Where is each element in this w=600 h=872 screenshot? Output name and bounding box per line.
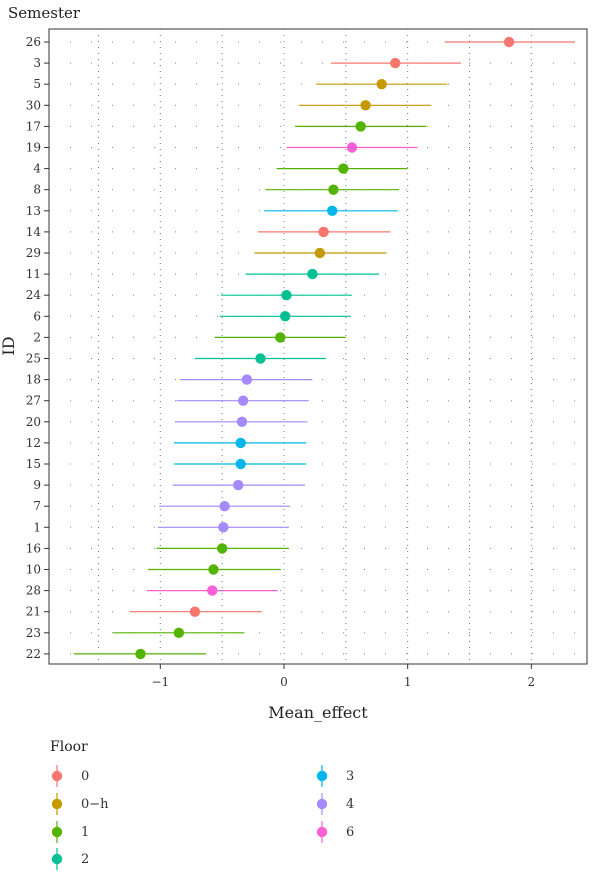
y-tick-label: 23: [26, 626, 41, 640]
legend-label: 6: [346, 825, 354, 840]
mean-point-14: [318, 226, 329, 238]
y-tick-label: 21: [26, 605, 41, 619]
y-tick-label: 18: [26, 373, 41, 387]
y-tick-label: 20: [26, 415, 41, 429]
mean-point-9: [233, 479, 244, 491]
mean-point-24: [281, 290, 292, 301]
y-tick-label: 29: [26, 246, 41, 260]
y-tick-label: 28: [26, 584, 41, 598]
y-tick-label: 5: [33, 77, 41, 91]
mean-point-10: [208, 564, 219, 575]
y-tick-label: 30: [26, 98, 41, 112]
legend-key-point: [51, 826, 63, 838]
mean-points: [135, 36, 515, 660]
mean-point-12: [235, 437, 246, 449]
y-tick-label: 22: [26, 647, 41, 661]
legend-key-point: [51, 798, 63, 810]
mean-point-5: [376, 79, 387, 90]
legend-key-point: [316, 770, 328, 782]
y-tick-label: 17: [26, 119, 41, 133]
mean-point-30: [360, 100, 371, 111]
legend-key-point: [51, 770, 63, 782]
mean-point-15: [235, 458, 246, 470]
mean-point-8: [328, 184, 339, 195]
legend-label: 2: [81, 852, 89, 867]
y-tick-label: 13: [26, 204, 41, 218]
legend-title: Floor: [50, 739, 88, 755]
x-tick-label: −1: [151, 675, 169, 689]
y-tick-label: 15: [26, 457, 41, 471]
y-tick-label: 4: [33, 162, 41, 176]
y-tick-label: 10: [26, 563, 41, 577]
mean-point-7: [219, 501, 230, 512]
y-tick-label: 12: [26, 436, 41, 450]
legend-label: 1: [81, 825, 89, 840]
y-tick-label: 19: [26, 141, 41, 155]
chart-title: Semester: [8, 4, 81, 22]
y-tick-label: 2: [33, 330, 41, 344]
y-tick-label: 26: [26, 35, 41, 49]
y-tick-label: 24: [26, 288, 42, 302]
mean-point-23: [173, 627, 185, 638]
x-axis-title: Mean_effect: [268, 703, 368, 722]
mean-point-16: [216, 543, 228, 554]
y-tick-label: 1: [33, 520, 41, 534]
legend-label: 0: [81, 769, 89, 784]
mean-point-27: [237, 395, 249, 406]
mean-point-22: [135, 648, 146, 660]
mean-point-19: [346, 142, 358, 153]
y-axis-title: ID: [0, 336, 18, 355]
mean-point-13: [327, 205, 338, 216]
legend-key-point: [316, 798, 328, 810]
y-tick-label: 27: [26, 394, 41, 408]
legend-key-point: [316, 826, 328, 838]
plot-panel: [48, 28, 588, 665]
x-tick-label: 1: [404, 675, 412, 689]
mean-point-25: [255, 353, 266, 364]
legend: Floor 0 0−h 1 2 3 4 6: [50, 739, 354, 870]
mean-point-21: [189, 606, 201, 617]
legend-key-point: [51, 853, 63, 865]
y-tick-label: 25: [26, 352, 41, 366]
mean-point-3: [390, 57, 401, 69]
mean-point-20: [236, 416, 248, 427]
x-axis-ticks: −1 0 1 2: [151, 664, 535, 689]
y-tick-label: 8: [33, 183, 41, 197]
legend-label: 0−h: [81, 797, 109, 812]
mean-point-6: [280, 311, 291, 322]
mean-point-4: [338, 163, 349, 174]
y-tick-label: 3: [33, 56, 41, 70]
legend-label: 4: [346, 797, 354, 812]
mean-point-29: [314, 247, 326, 259]
mean-point-1: [218, 522, 229, 533]
mean-point-2: [275, 332, 286, 343]
y-axis-ticks: 26 3 5 30 17 19 4 8 13 14 29 11 24 6 2 25 18 27 20 12 15 9 7 1 1…: [26, 35, 49, 661]
mean-point-11: [307, 268, 318, 280]
y-tick-label: 14: [26, 225, 42, 239]
x-tick-label: 2: [528, 675, 536, 689]
x-tick-label: 0: [280, 675, 288, 689]
mean-point-18: [241, 374, 253, 385]
mean-point-28: [207, 585, 218, 596]
y-tick-label: 11: [26, 267, 41, 281]
y-tick-label: 9: [33, 478, 41, 492]
mean-point-17: [355, 121, 366, 132]
y-tick-label: 6: [33, 309, 41, 323]
y-tick-label: 7: [33, 499, 41, 513]
mean-point-26: [503, 36, 515, 48]
y-tick-label: 16: [26, 541, 41, 555]
legend-label: 3: [346, 769, 354, 784]
